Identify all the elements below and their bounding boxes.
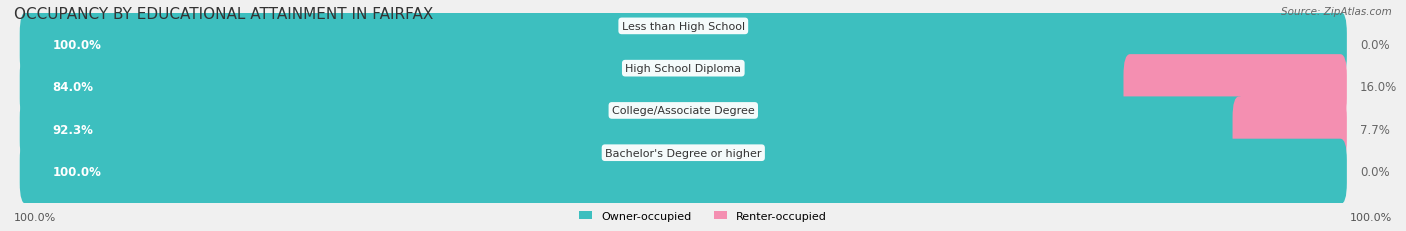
FancyBboxPatch shape xyxy=(1233,97,1347,162)
Text: 84.0%: 84.0% xyxy=(52,81,94,94)
Text: Bachelor's Degree or higher: Bachelor's Degree or higher xyxy=(605,148,762,158)
FancyBboxPatch shape xyxy=(1123,55,1347,120)
Text: College/Associate Degree: College/Associate Degree xyxy=(612,106,755,116)
FancyBboxPatch shape xyxy=(20,55,1347,120)
Text: High School Diploma: High School Diploma xyxy=(626,64,741,74)
Text: 16.0%: 16.0% xyxy=(1360,81,1398,94)
Text: 0.0%: 0.0% xyxy=(1360,165,1389,178)
Text: 92.3%: 92.3% xyxy=(52,123,93,136)
Text: 0.0%: 0.0% xyxy=(1360,39,1389,52)
Text: 100.0%: 100.0% xyxy=(52,39,101,52)
FancyBboxPatch shape xyxy=(20,55,1136,120)
FancyBboxPatch shape xyxy=(20,13,1347,78)
Text: Less than High School: Less than High School xyxy=(621,22,745,32)
FancyBboxPatch shape xyxy=(20,139,1347,204)
Text: 100.0%: 100.0% xyxy=(1350,212,1392,222)
Text: Source: ZipAtlas.com: Source: ZipAtlas.com xyxy=(1281,7,1392,17)
FancyBboxPatch shape xyxy=(20,139,1347,204)
FancyBboxPatch shape xyxy=(20,97,1347,162)
FancyBboxPatch shape xyxy=(20,13,1347,78)
Text: OCCUPANCY BY EDUCATIONAL ATTAINMENT IN FAIRFAX: OCCUPANCY BY EDUCATIONAL ATTAINMENT IN F… xyxy=(14,7,433,22)
Text: 100.0%: 100.0% xyxy=(14,212,56,222)
Text: 100.0%: 100.0% xyxy=(52,165,101,178)
Text: 7.7%: 7.7% xyxy=(1360,123,1391,136)
Legend: Owner-occupied, Renter-occupied: Owner-occupied, Renter-occupied xyxy=(575,207,831,225)
FancyBboxPatch shape xyxy=(20,97,1246,162)
